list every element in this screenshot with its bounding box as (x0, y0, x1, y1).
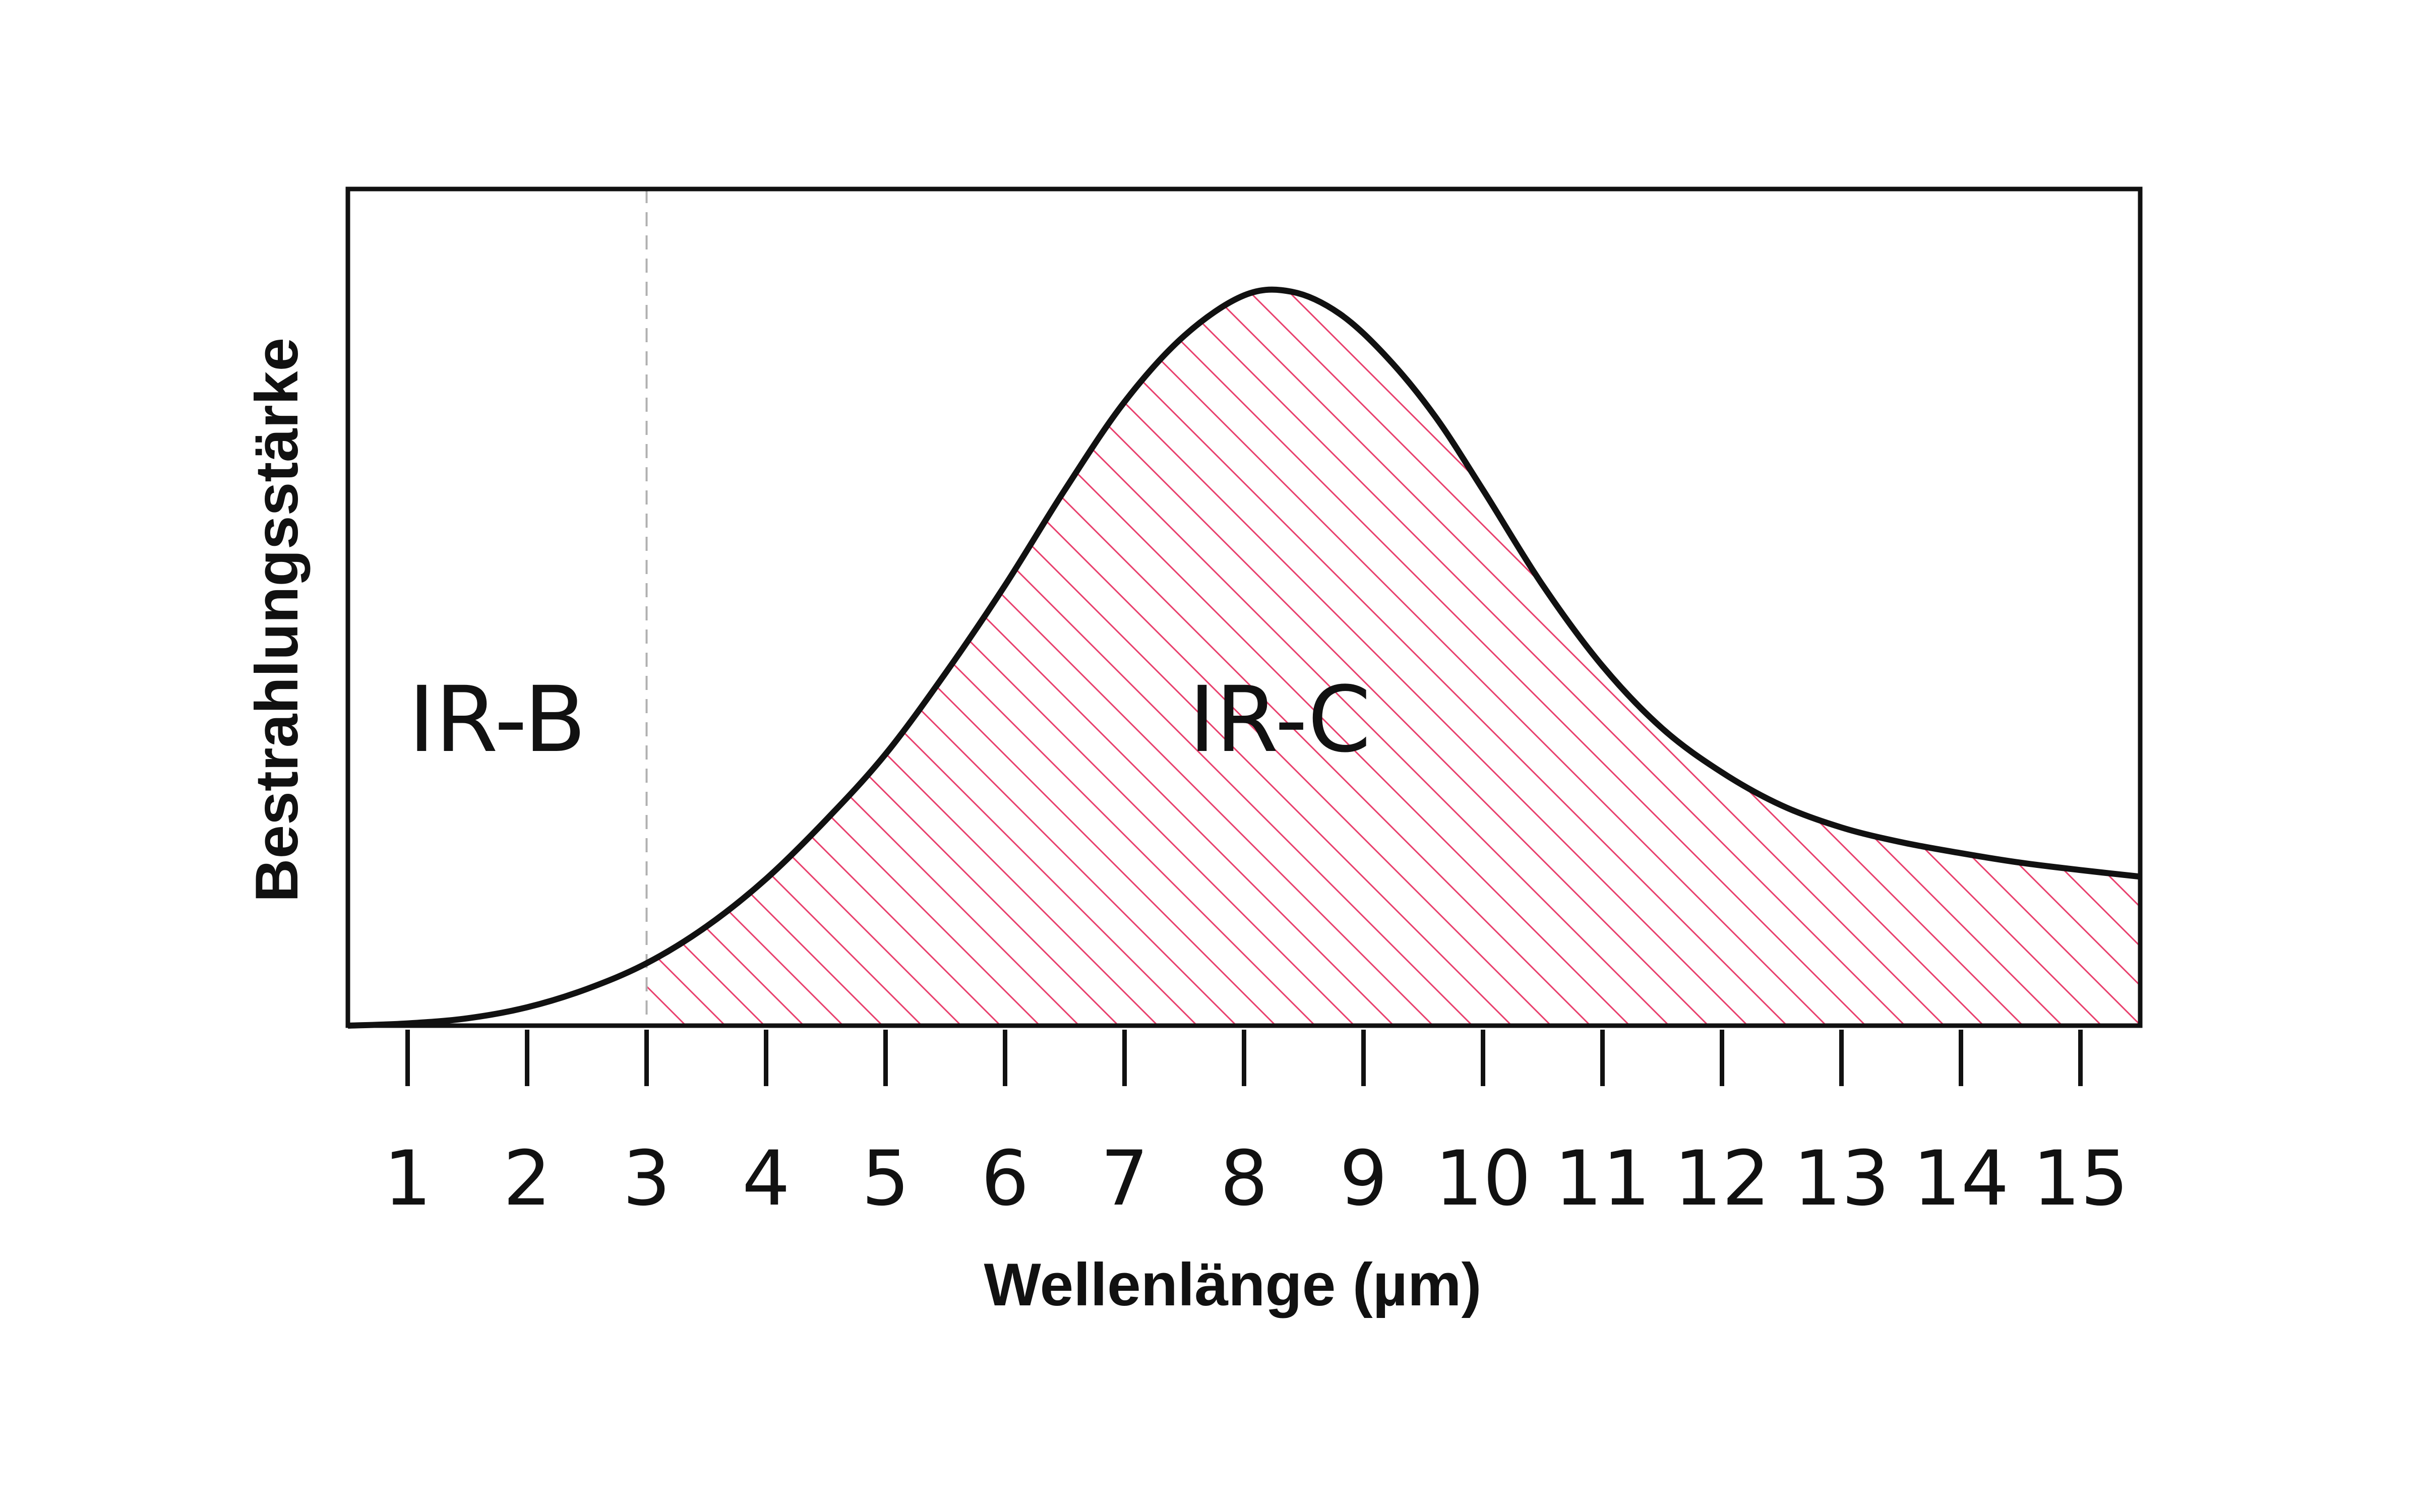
hatch-line (713, 289, 1552, 1026)
hatch-line (646, 289, 805, 1026)
x-tick-label: 13 (1793, 1135, 1890, 1223)
x-axis-ticks: 1 2 3 4 5 6 7 8 9 10 11 12 13 14 15 (384, 1030, 2129, 1223)
hatch-line (1932, 289, 2140, 1026)
x-tick-label: 5 (862, 1135, 910, 1223)
hatch-line (1775, 289, 2140, 1026)
hatch-line (1225, 289, 2063, 1026)
y-axis-title: Bestrahlungsstärke (243, 338, 311, 902)
hatch-line (1539, 289, 2140, 1026)
x-tick-label: 9 (1340, 1135, 1387, 1223)
hatch-line (1343, 289, 2140, 1026)
x-tick-label: 14 (1913, 1135, 2009, 1223)
x-tick-label: 6 (981, 1135, 1029, 1223)
hatch-line (1382, 289, 2140, 1026)
hatch-line (1972, 289, 2140, 1026)
hatch-line (646, 289, 687, 1026)
hatch-line (753, 289, 1591, 1026)
hatch-line (646, 289, 1434, 1026)
hatch-line (646, 289, 1473, 1026)
hatch-line (646, 289, 765, 1026)
hatch-line (1461, 289, 2140, 1026)
hatch-line (646, 289, 844, 1026)
hatch-line (1421, 289, 2140, 1026)
hatch-line (1303, 289, 2140, 1026)
plot-frame (345, 186, 2143, 1028)
hatch-line (1579, 289, 2140, 1026)
hatch-line (1657, 289, 2140, 1026)
hatch-line (646, 289, 883, 1026)
hatch-line (646, 289, 1395, 1026)
irradiance-curve (347, 286, 2141, 1029)
hatch-line (949, 289, 1788, 1026)
hatch-line (646, 289, 1041, 1026)
hatch-line (2011, 289, 2140, 1026)
x-tick-label: 12 (1674, 1135, 1770, 1223)
hatch-line (646, 289, 1001, 1026)
hatch-line (646, 289, 1198, 1026)
x-tick-label: 10 (1435, 1135, 1531, 1223)
hatch-line (646, 289, 1355, 1026)
hatch-line (646, 289, 962, 1026)
x-tick-label: 4 (742, 1135, 790, 1223)
hatch-line (1697, 289, 2140, 1026)
hatch-line (646, 289, 1080, 1026)
hatch-line (1893, 289, 2140, 1026)
x-axis-title: Wellenlänge (µm) (984, 1251, 1481, 1318)
hatch-line (1107, 289, 1945, 1026)
hatch-line (646, 289, 1237, 1026)
hatch-line (1185, 289, 2024, 1026)
hatch-line (646, 289, 647, 1026)
hatch-line (1500, 289, 2140, 1026)
hatch-line (1028, 289, 1866, 1026)
hatch-line (646, 289, 726, 1026)
x-tick-label: 3 (623, 1135, 671, 1223)
x-tick-label: 15 (2032, 1135, 2129, 1223)
hatch-line (1067, 289, 1906, 1026)
hatch-line (2129, 289, 2140, 1026)
hatch-line (646, 289, 1316, 1026)
region-label-ir-b: IR-B (408, 667, 586, 773)
hatch-line (1736, 289, 2140, 1026)
hatch-line (1264, 289, 2102, 1026)
hatch-line (910, 289, 1748, 1026)
hatch-line (989, 289, 1827, 1026)
x-tick-label: 11 (1554, 1135, 1651, 1223)
hatch-line (1146, 289, 1984, 1026)
hatch-line (871, 289, 1709, 1026)
x-tick-label: 1 (384, 1135, 432, 1223)
hatch-line (1854, 289, 2140, 1026)
hatch-line (646, 289, 923, 1026)
x-tick-label: 2 (503, 1135, 551, 1223)
hatch-line (646, 289, 1277, 1026)
hatch-line (1814, 289, 2140, 1026)
hatch-line (1618, 289, 2140, 1026)
x-tick-label: 8 (1220, 1135, 1268, 1223)
x-tick-label: 7 (1101, 1135, 1148, 1223)
hatch-line (2050, 289, 2140, 1026)
hatch-line (674, 289, 1512, 1026)
hatch-line (831, 289, 1670, 1026)
region-label-ir-c: IR-C (1189, 667, 1371, 773)
